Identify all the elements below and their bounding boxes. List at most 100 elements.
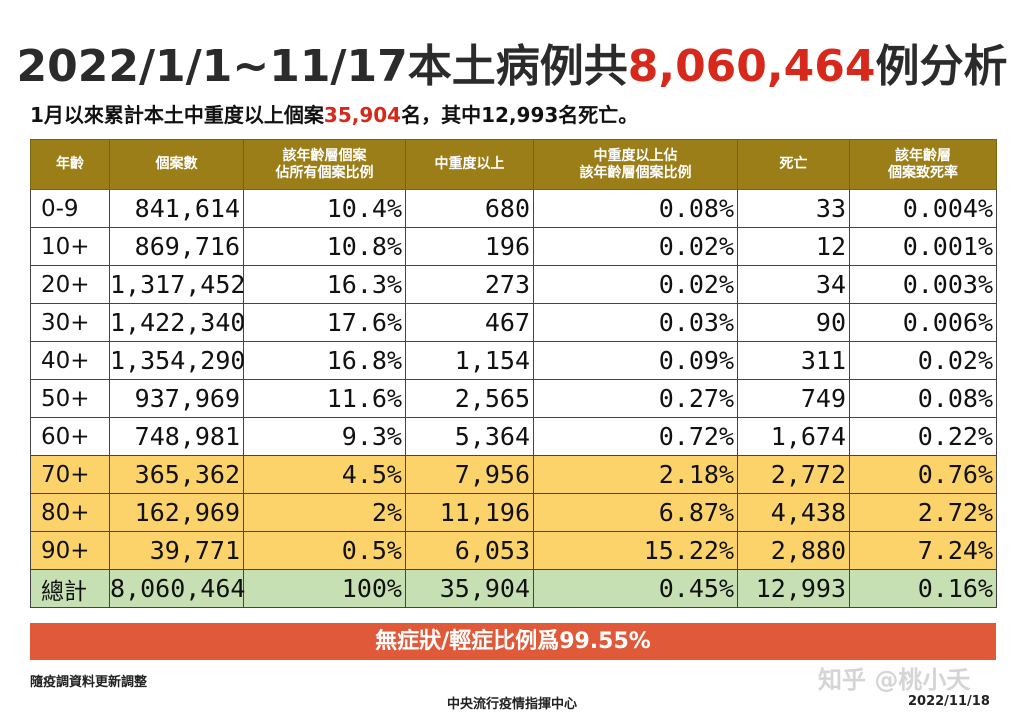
cell-cases: 869,716 (109, 227, 244, 266)
cell-age: 20+ (30, 265, 110, 304)
cell-severe-rate: 0.09% (533, 341, 738, 380)
subtitle: 1月以來累計本土中重度以上個案35,904名，其中12,993名死亡。 (30, 99, 638, 128)
cell-age: 50+ (30, 379, 110, 418)
cell-age: 0-9 (30, 189, 110, 228)
cell-age: 10+ (30, 227, 110, 266)
cell-share: 10.8% (243, 227, 406, 266)
column-header: 中重度以上佔 該年齡層個案比例 (533, 139, 738, 190)
cell-deaths: 2,880 (737, 531, 850, 570)
cell-severe: 7,956 (405, 455, 534, 494)
cell-cases: 1,317,452 (109, 265, 245, 304)
cell-severe-rate: 2.18% (533, 455, 738, 494)
cell-cases: 365,362 (109, 455, 244, 494)
cell-age: 80+ (30, 493, 110, 532)
cell-share: 0.5% (243, 531, 406, 570)
cell-cfr: 7.24% (849, 531, 997, 570)
table-row: 90+ 39,771 0.5% 6,053 15.22% 2,880 7.24% (30, 531, 997, 570)
column-header: 中重度以上 (405, 139, 534, 190)
age-stats-table: 年齡 個案數 該年齡層個案 佔所有個案比例 中重度以上 中重度以上佔 該年齡層個案比例死… (30, 139, 997, 608)
subtitle-prefix: 1月以來累計本土中重度以上個案 (30, 103, 324, 127)
subtitle-suffix: 名，其中12,993名死亡。 (401, 103, 639, 127)
cell-cfr: 2.72% (849, 493, 997, 532)
cell-cases: 748,981 (109, 417, 244, 456)
cell-severe: 273 (405, 265, 534, 304)
cell-cfr: 0.22% (849, 417, 997, 456)
cell-cases: 8,060,464 (109, 569, 245, 608)
title-prefix: 2022/1/1~11/17本土病例共 (16, 41, 628, 92)
cell-severe: 11,196 (405, 493, 534, 532)
cell-severe: 680 (405, 189, 534, 228)
cell-deaths: 12 (737, 227, 850, 266)
cell-cfr: 0.02% (849, 341, 997, 380)
footnote: 隨疫調資料更新調整 (30, 675, 148, 690)
cell-severe-rate: 0.45% (533, 569, 738, 608)
cell-age: 30+ (30, 303, 110, 342)
column-header: 個案數 (109, 139, 244, 190)
cell-deaths: 749 (737, 379, 850, 418)
column-header: 年齡 (30, 139, 110, 190)
cell-cfr: 0.08% (849, 379, 997, 418)
cell-severe: 6,053 (405, 531, 534, 570)
cell-share: 9.3% (243, 417, 406, 456)
table-row: 50+ 937,969 11.6% 2,565 0.27% 749 0.08% (30, 379, 997, 418)
cell-severe-rate: 0.02% (533, 265, 738, 304)
cell-deaths: 4,438 (737, 493, 850, 532)
cell-deaths: 311 (737, 341, 850, 380)
column-header: 死亡 (737, 139, 850, 190)
cell-share: 2% (243, 493, 406, 532)
page-title: 2022/1/1~11/17本土病例共8,060,464例分析 (0, 30, 1024, 94)
cell-severe: 35,904 (405, 569, 534, 608)
cell-deaths: 34 (737, 265, 850, 304)
cell-severe-rate: 0.27% (533, 379, 738, 418)
cell-deaths: 33 (737, 189, 850, 228)
cell-cfr: 0.001% (849, 227, 997, 266)
cell-cfr: 0.004% (849, 189, 997, 228)
table-row: 總計 8,060,464 100% 35,904 0.45% 12,993 0.16% (30, 569, 997, 608)
table-row: 60+ 748,981 9.3% 5,364 0.72% 1,674 0.22% (30, 417, 997, 456)
table-row: 40+ 1,354,290 16.8% 1,154 0.09% 311 0.02% (30, 341, 997, 380)
cell-severe-rate: 15.22% (533, 531, 738, 570)
table-header-row: 年齡 個案數 該年齡層個案 佔所有個案比例 中重度以上 中重度以上佔 該年齡層個案比例死… (30, 139, 997, 190)
agency-name: 中央流行疫情指揮中心 (446, 697, 577, 712)
table-row: 10+ 869,716 10.8% 196 0.02% 12 0.001% (30, 227, 997, 266)
date: 2022/11/18 (908, 694, 990, 709)
table-row: 20+ 1,317,452 16.3% 273 0.02% 34 0.003% (30, 265, 997, 304)
cell-cases: 39,771 (109, 531, 244, 570)
cell-severe: 196 (405, 227, 534, 266)
column-header: 該年齡層 個案致死率 (849, 139, 997, 190)
cell-share: 10.4% (243, 189, 406, 228)
cell-deaths: 2,772 (737, 455, 850, 494)
cell-cases: 1,354,290 (109, 341, 245, 380)
cell-severe: 2,565 (405, 379, 534, 418)
cell-cases: 162,969 (109, 493, 244, 532)
cell-deaths: 1,674 (737, 417, 850, 456)
title-suffix: 例分析 (875, 41, 1008, 92)
cell-cfr: 0.16% (849, 569, 997, 608)
cell-age: 總計 (30, 569, 110, 608)
cell-cases: 1,422,340 (109, 303, 245, 342)
cell-severe: 467 (405, 303, 534, 342)
cell-age: 40+ (30, 341, 110, 380)
cell-severe-rate: 0.72% (533, 417, 738, 456)
cell-cfr: 0.003% (849, 265, 997, 304)
cell-share: 100% (243, 569, 406, 608)
cell-severe-rate: 0.08% (533, 189, 738, 228)
cell-severe: 5,364 (405, 417, 534, 456)
cell-age: 90+ (30, 531, 110, 570)
title-count: 8,060,464 (627, 41, 876, 92)
asymptomatic-banner: 無症狀/輕症比例爲99.55% (30, 623, 996, 660)
watermark: 知乎 @桃小夭 (818, 666, 971, 694)
table-row: 70+ 365,362 4.5% 7,956 2.18% 2,772 0.76% (30, 455, 997, 494)
cell-cfr: 0.006% (849, 303, 997, 342)
cell-share: 4.5% (243, 455, 406, 494)
cell-severe-rate: 0.03% (533, 303, 738, 342)
cell-severe: 1,154 (405, 341, 534, 380)
cell-deaths: 12,993 (737, 569, 850, 608)
cell-age: 70+ (30, 455, 110, 494)
cell-share: 16.8% (243, 341, 406, 380)
column-header: 該年齡層個案 佔所有個案比例 (243, 139, 406, 190)
cell-age: 60+ (30, 417, 110, 456)
table-body: 0-9 841,614 10.4% 680 0.08% 33 0.004% 10+ 869,71… (30, 189, 997, 608)
cell-cfr: 0.76% (849, 455, 997, 494)
cell-cases: 937,969 (109, 379, 244, 418)
